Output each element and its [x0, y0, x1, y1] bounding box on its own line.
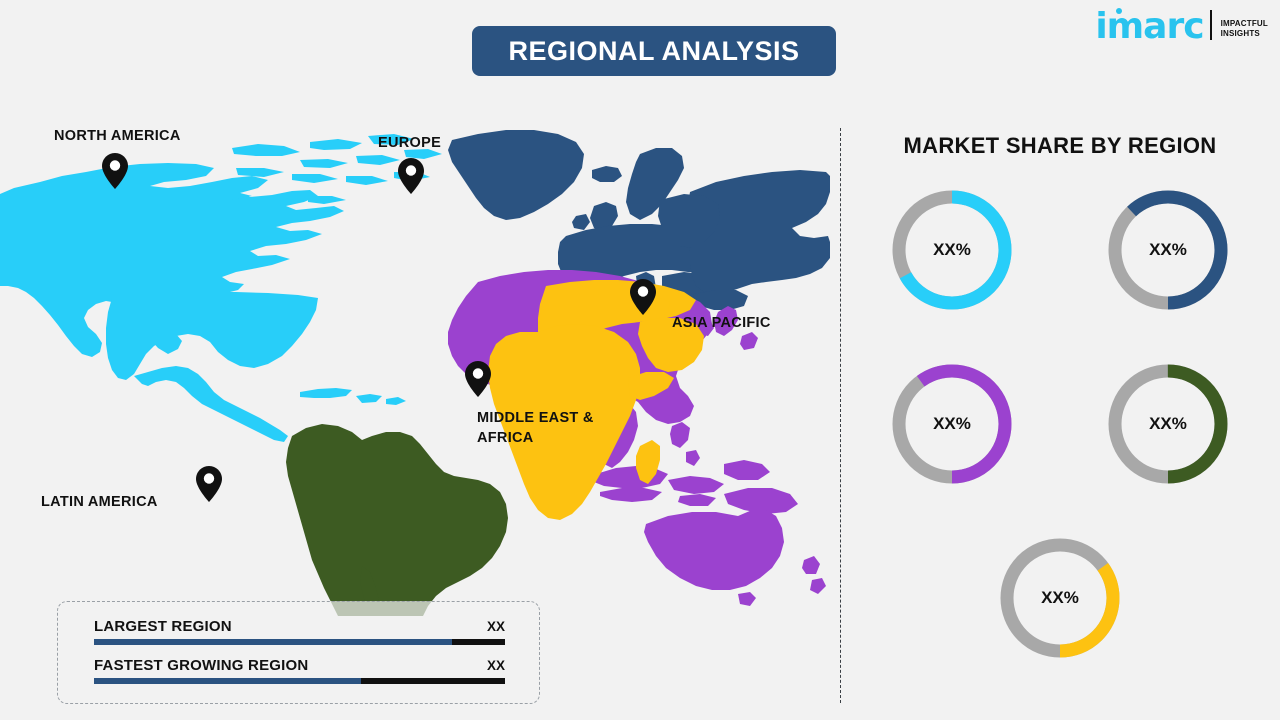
donut-value-arc-asia-pacific: [892, 364, 1012, 484]
logo-wordmark: imarc: [1095, 5, 1204, 47]
legend-label-fastest-growing-region: FASTEST GROWING REGION: [94, 657, 309, 674]
donut-graphic-north-america: [892, 190, 1012, 310]
map-label-middle-east-africa: MIDDLE EAST & AFRICA: [477, 410, 594, 446]
logo-divider: [1209, 10, 1212, 40]
legend-value-largest-region: XX: [486, 619, 505, 634]
map-pin-north-america[interactable]: [102, 153, 128, 189]
donut-chart-latin-america[interactable]: XX%: [1100, 356, 1236, 492]
map-pin-latin-america[interactable]: [196, 466, 222, 502]
map-region-middle-east-africa[interactable]: [488, 280, 704, 520]
donut-row-3: XX%: [860, 530, 1260, 666]
donut-chart-grid: XX% XX% XX% XX%: [860, 182, 1260, 704]
logo-tagline-line1: IMPACTFUL: [1220, 19, 1268, 28]
donut-chart-asia-pacific[interactable]: XX%: [884, 356, 1020, 492]
map-region-north-america[interactable]: [0, 134, 442, 442]
donut-chart-europe[interactable]: XX%: [1100, 182, 1236, 318]
donut-label-asia-pacific: XX%: [933, 414, 971, 433]
brand-logo: imarc IMPACTFUL INSIGHTS: [1095, 7, 1268, 44]
map-label-latin-america: LATIN AMERICA: [41, 494, 158, 510]
donut-label-north-america: XX%: [933, 240, 971, 259]
map-label-europe: EUROPE: [378, 135, 442, 151]
donut-value-arc-north-america: [892, 190, 1012, 310]
donut-row-2: XX% XX%: [860, 356, 1260, 492]
donut-graphic-europe: [1108, 190, 1228, 310]
legend-bar-fill-fastest-growing-region: [94, 678, 362, 684]
legend-bar-track-largest-region: [94, 639, 505, 645]
donut-graphic-asia-pacific: [892, 364, 1012, 484]
map-region-latin-america[interactable]: [286, 424, 508, 616]
legend-value-fastest-growing-region: XX: [486, 658, 505, 673]
donut-value-arc-europe: [1108, 190, 1228, 310]
map-label-north-america: NORTH AMERICA: [54, 128, 181, 144]
logo-tagline-line2: INSIGHTS: [1220, 29, 1260, 38]
map-region-europe[interactable]: [448, 130, 830, 310]
donut-graphic-latin-america: [1108, 364, 1228, 484]
map-pin-middle-east-africa[interactable]: [465, 361, 491, 397]
donut-value-arc-middle-east-africa: [1000, 538, 1120, 658]
legend-bar-fill-largest-region: [94, 639, 452, 645]
page-title-banner: REGIONAL ANALYSIS: [472, 26, 836, 76]
map-pin-europe[interactable]: [398, 158, 424, 194]
legend-row-largest-region: LARGEST REGION XX: [94, 618, 505, 645]
market-share-title: MARKET SHARE BY REGION: [903, 133, 1217, 158]
world-map-panel: [0, 96, 830, 616]
donut-chart-north-america[interactable]: XX%: [884, 182, 1020, 318]
legend-bar-track-fastest-growing-region: [94, 678, 505, 684]
donut-row-1: XX% XX%: [860, 182, 1260, 318]
logo-dot-icon: [1116, 7, 1123, 14]
legend-label-largest-region: LARGEST REGION: [94, 618, 232, 635]
donut-label-latin-america: XX%: [1149, 414, 1187, 433]
donut-chart-middle-east-africa[interactable]: XX%: [992, 530, 1128, 666]
region-summary-box: LARGEST REGION XX FASTEST GROWING REGION…: [57, 601, 540, 704]
donut-graphic-middle-east-africa: [1000, 538, 1120, 658]
donut-label-middle-east-africa: XX%: [1041, 588, 1079, 607]
logo-tagline: IMPACTFUL INSIGHTS: [1221, 19, 1268, 39]
map-label-asia-pacific: ASIA PACIFIC: [672, 315, 771, 331]
donut-label-europe: XX%: [1149, 240, 1187, 259]
page-title: REGIONAL ANALYSIS: [508, 35, 800, 66]
map-pin-asia-pacific[interactable]: [630, 279, 656, 315]
panel-divider: [840, 128, 841, 703]
donut-value-arc-latin-america: [1108, 364, 1228, 484]
legend-row-fastest-growing-region: FASTEST GROWING REGION XX: [94, 657, 505, 684]
world-map-graphic: [0, 130, 830, 616]
